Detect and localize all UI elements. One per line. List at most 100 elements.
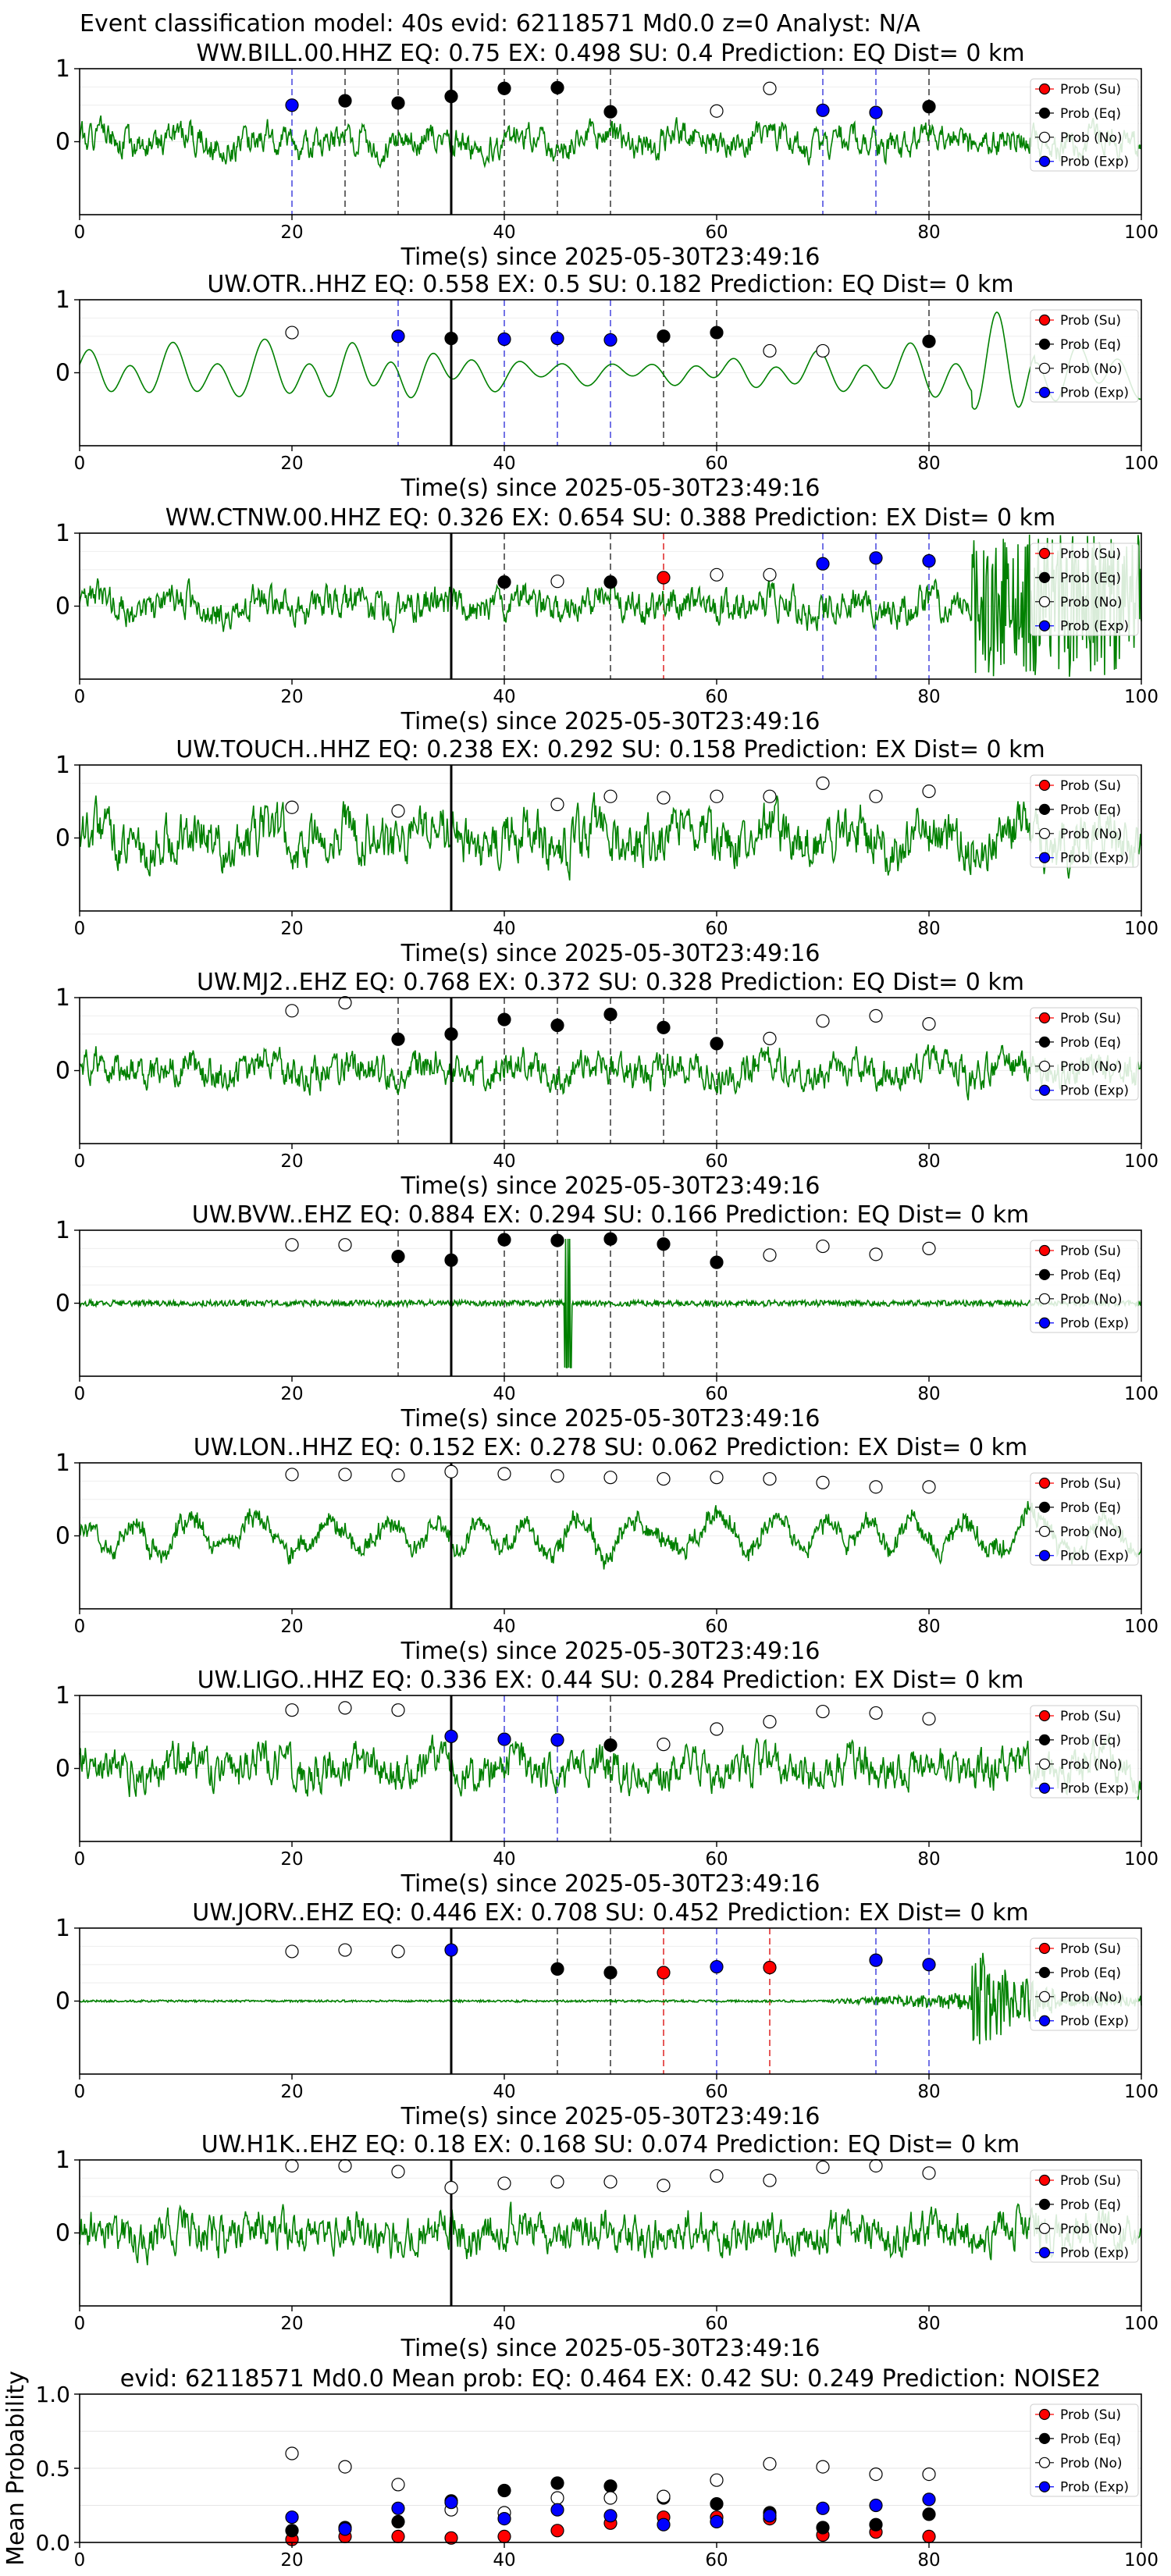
prob-point-2 (444, 331, 458, 346)
x-tick-label-4: 80 (917, 1849, 940, 1870)
mean-point-eq-2 (391, 2514, 405, 2528)
mean-point-no-6 (603, 2491, 618, 2505)
prob-point-4 (657, 791, 671, 805)
panel-legend-marker-no (1038, 1525, 1051, 1537)
mean-point-exp-9 (763, 2509, 777, 2523)
prob-point-2 (550, 797, 564, 812)
panel-legend-marker-eq (1038, 1501, 1051, 1514)
x-tick-label-0: 0 (74, 2082, 86, 2102)
mean-point-su-5 (550, 2524, 564, 2538)
mean-point-no-8 (710, 2473, 724, 2487)
y-tick-label-1: 0 (55, 1523, 70, 1550)
station-panel-1: WW.BILL.00.HHZ EQ: 0.75 EX: 0.498 SU: 0.… (55, 40, 1159, 271)
x-tick-label-4: 80 (917, 2314, 940, 2334)
panel-legend-label-exp: Prob (Exp) (1060, 1083, 1129, 1099)
x-tick-label-4: 80 (917, 2082, 940, 2102)
mean-legend-label-eq: Prob (Eq) (1060, 2432, 1121, 2447)
prob-point-1 (338, 1701, 352, 1715)
prob-point-4 (710, 568, 724, 582)
panel-legend-marker-no (1038, 1293, 1051, 1304)
panel-legend-label-no: Prob (No) (1060, 1757, 1123, 1773)
prob-point-7 (657, 1020, 671, 1034)
x-tick-label-0: 0 (74, 454, 86, 474)
panel-legend-marker-exp (1038, 852, 1051, 863)
x-tick-label-4: 80 (917, 687, 940, 707)
x-tick-label-3: 60 (705, 2082, 728, 2102)
panel-legend-label-no: Prob (No) (1060, 130, 1123, 146)
prob-point-3 (603, 789, 618, 803)
panel-legend-label-eq: Prob (Eq) (1060, 1966, 1121, 1981)
panel-legend-label-no: Prob (No) (1060, 1292, 1123, 1308)
x-tick-label-1: 20 (280, 687, 303, 707)
panel-legend-marker-eq (1038, 803, 1051, 816)
x-tick-label-0: 0 (74, 2314, 86, 2334)
mean-point-no-2 (391, 2478, 405, 2492)
x-tick-label-0: 0 (74, 919, 86, 939)
prob-point-4 (497, 1012, 511, 1026)
y-tick-label-0: 1 (55, 1450, 70, 1477)
x-tick-label-2: 40 (493, 919, 515, 939)
prob-point-9 (763, 1471, 777, 1486)
x-tick-label-1: 20 (280, 1617, 303, 1637)
panel-legend-label-exp: Prob (Exp) (1060, 851, 1129, 866)
prob-point-6 (603, 1738, 618, 1752)
y-tick-label-1: 0 (55, 825, 70, 852)
x-axis-label: Time(s) since 2025-05-30T23:49:16 (400, 2335, 820, 2362)
panel-legend-label-no: Prob (No) (1060, 827, 1123, 842)
panel-legend (1030, 2169, 1139, 2263)
prob-point-2 (391, 1944, 405, 1959)
prob-point-8 (763, 343, 777, 358)
mean-point-eq-4 (497, 2483, 511, 2498)
mean-point-eq-8 (710, 2497, 724, 2511)
station-panel-7: UW.LON..HHZ EQ: 0.152 EX: 0.278 SU: 0.06… (55, 1434, 1159, 1665)
x-tick-label-5: 100 (1124, 1384, 1159, 1404)
x-axis-label: Time(s) since 2025-05-30T23:49:16 (400, 1638, 820, 1665)
prob-point-1 (338, 1943, 352, 1957)
panel-title: WW.BILL.00.HHZ EQ: 0.75 EX: 0.498 SU: 0.… (196, 40, 1024, 67)
prob-point-0 (285, 98, 299, 112)
prob-point-6 (603, 1007, 618, 1022)
prob-point-6 (603, 2175, 618, 2189)
prob-point-5 (603, 1966, 618, 1980)
panel-legend-label-no: Prob (No) (1060, 1990, 1123, 2005)
panel-legend-marker-no (1038, 827, 1051, 839)
panel-legend-label-eq: Prob (Eq) (1060, 106, 1121, 122)
x-tick-label-5: 100 (1124, 1849, 1159, 1870)
mean-point-no-10 (816, 2460, 830, 2474)
station-panel-6: UW.BVW..EHZ EQ: 0.884 EX: 0.294 SU: 0.16… (55, 1201, 1159, 1432)
x-tick-label-2: 40 (493, 687, 515, 707)
x-tick-label-1: 20 (280, 1849, 303, 1870)
x-tick-label-2: 40 (493, 2550, 515, 2571)
prob-point-4 (497, 81, 511, 95)
x-tick-label-0: 0 (74, 222, 86, 243)
waveform-trace (79, 115, 1142, 169)
panel-legend-marker-su (1038, 314, 1051, 326)
x-tick-label-3: 60 (705, 2314, 728, 2334)
mean-point-exp-10 (816, 2501, 830, 2515)
x-tick-label-3: 60 (705, 1151, 728, 1172)
panel-legend-marker-exp (1038, 1084, 1051, 1096)
panel-legend-label-su: Prob (Su) (1060, 1941, 1121, 1957)
x-tick-label-3: 60 (705, 919, 728, 939)
station-panel-3: WW.CTNW.00.HHZ EQ: 0.326 EX: 0.654 SU: 0… (55, 504, 1159, 735)
prob-point-5 (603, 333, 618, 347)
prob-point-7 (657, 1738, 671, 1752)
y-tick-label-0: 0.0 (35, 2530, 70, 2556)
prob-point-8 (869, 789, 883, 803)
mean-point-no-0 (285, 2446, 299, 2460)
panel-legend (1030, 1240, 1139, 1333)
prob-point-2 (391, 96, 405, 110)
mean-point-no-5 (550, 2491, 564, 2505)
panel-legend-label-exp: Prob (Exp) (1060, 1781, 1129, 1797)
prob-point-7 (869, 551, 883, 565)
panel-legend-marker-no (1038, 1758, 1051, 1770)
panel-legend (1030, 1705, 1139, 1799)
x-tick-label-1: 20 (280, 2550, 303, 2571)
mean-point-no-12 (922, 2467, 936, 2482)
x-tick-label-0: 0 (74, 687, 86, 707)
prob-point-3 (444, 1253, 458, 1267)
prob-point-1 (338, 995, 352, 1010)
panel-legend-label-eq: Prob (Eq) (1060, 1035, 1121, 1051)
prob-point-2 (391, 1032, 405, 1046)
x-tick-label-4: 80 (917, 2550, 940, 2571)
